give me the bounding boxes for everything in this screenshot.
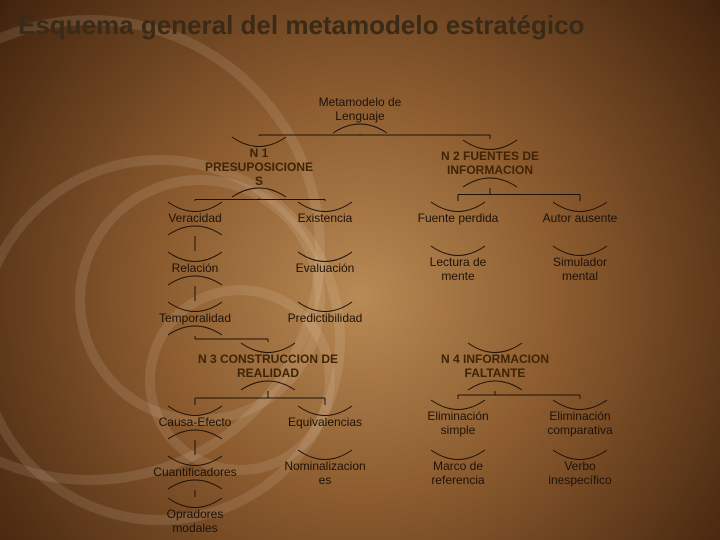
node-n1: N 1 PRESUPOSICIONE S [199, 147, 319, 188]
node-n1f: Predictibilidad [275, 312, 375, 326]
node-n3a: Causa-Efecto [145, 416, 245, 430]
slide-title: Esquema general del metamodelo estratégi… [18, 10, 678, 41]
node-n2b: Autor ausente [530, 212, 630, 226]
node-n2d: Simulador mental [530, 256, 630, 284]
node-n1a: Veracidad [145, 212, 245, 226]
node-n3c: Cuantificadores [145, 466, 245, 480]
node-n4a: Eliminación simple [408, 410, 508, 438]
node-n2: N 2 FUENTES DE INFORMACION [420, 150, 560, 178]
node-n2c: Lectura de mente [408, 256, 508, 284]
node-n4: N 4 INFORMACION FALTANTE [420, 353, 570, 381]
node-n3d: Nominalizacion es [275, 460, 375, 488]
node-n1d: Evaluación [275, 262, 375, 276]
node-root: Metamodelo de Lenguaje [310, 96, 410, 124]
node-n1b: Existencia [275, 212, 375, 226]
node-n3: N 3 CONSTRUCCION DE REALIDAD [183, 353, 353, 381]
node-n4c: Marco de referencia [408, 460, 508, 488]
node-n1c: Relación [145, 262, 245, 276]
node-n4d: Verbo inespecífico [530, 460, 630, 488]
node-n3b: Equivalencias [275, 416, 375, 430]
node-n4b: Eliminación comparativa [530, 410, 630, 438]
node-n2a: Fuente perdida [408, 212, 508, 226]
node-n3e: Opradores modales [145, 508, 245, 536]
node-n1e: Temporalidad [145, 312, 245, 326]
slide-canvas: Metamodelo de Lenguaje N 1 PRESUPOSICIONE… [0, 0, 720, 540]
